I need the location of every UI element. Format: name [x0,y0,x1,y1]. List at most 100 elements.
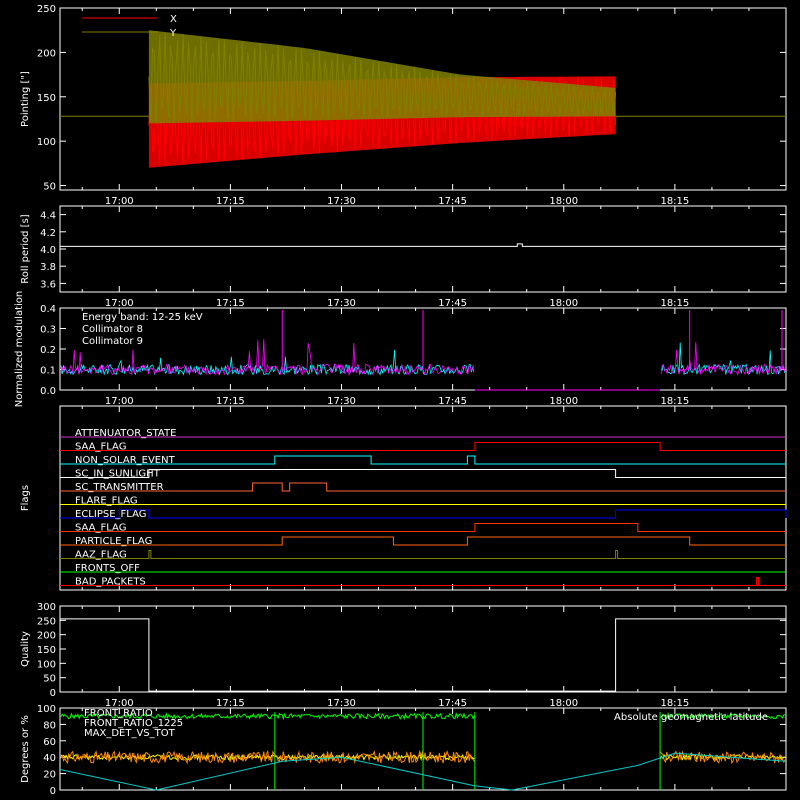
y-tick-label: 0 [50,688,56,699]
y-tick-label: 40 [43,753,56,764]
flag-label-3: SC_IN_SUNLIGHT [75,469,161,480]
x-tick-label: 17:30 [327,298,356,309]
degrees-series-0 [60,711,786,721]
roll-frame [59,205,787,293]
y-tick-label: 0.3 [40,325,56,336]
y-tick-label: 100 [37,659,56,670]
flag-label-9: AAZ_FLAG [75,550,127,561]
y-tick-label: 250 [37,616,56,627]
flag-line-2 [60,455,786,465]
y-tick-label: 50 [43,674,56,685]
y-tick-label: 4.4 [40,211,56,222]
legend-label-X: X [170,14,177,25]
y-tick-label: 0.2 [40,345,56,356]
y-tick-label: 300 [37,602,56,613]
y-tick-label: 50 [43,182,56,193]
flag-line-11 [60,577,786,586]
y-tick-label: 4.0 [40,245,56,256]
modulation-series-1 [60,338,787,377]
flag-label-4: SC_TRANSMITTER [75,482,164,493]
flag-label-0: ATTENUATOR_STATE [75,428,176,439]
flag-label-10: FRONTS_OFF [75,563,140,574]
x-tick-label: 17:45 [438,298,467,309]
pointing-frame [59,7,787,191]
x-tick-label: 18:15 [660,196,689,207]
x-tick-label: 17:00 [105,196,134,207]
y-tick-label: 0.1 [40,366,56,377]
degrees-ylabel: Degrees or % [20,715,31,783]
x-tick-label: 17:45 [438,698,467,709]
flag-line-8 [60,536,786,546]
y-tick-label: 0.4 [40,304,56,315]
quality-ylabel: Quality [20,631,31,667]
degrees-legend-1: FRONT_RATIO_1225 [84,718,183,729]
modulation-legend-1: Collimator 9 [82,336,143,347]
x-tick-label: 18:15 [660,396,689,407]
x-tick-label: 17:30 [327,196,356,207]
y-tick-label: 150 [37,93,56,104]
y-tick-label: 200 [37,631,56,642]
modulation-series-0 [60,342,786,376]
flag-label-7: SAA_FLAG [75,523,126,534]
y-tick-label: 3.6 [40,279,56,290]
y-tick-label: 4.2 [40,228,56,239]
flag-label-1: SAA_FLAG [75,442,126,453]
x-tick-label: 17:30 [327,698,356,709]
flag-line-7 [60,523,786,532]
modulation-legend-0: Collimator 8 [82,324,143,335]
x-tick-label: 17:15 [216,396,245,407]
y-tick-label: 3.8 [40,262,56,273]
y-tick-label: 80 [43,720,56,731]
flag-line-9 [60,550,786,559]
flag-line-3 [60,469,786,478]
roll-ylabel: Roll period [s] [20,214,31,283]
flag-line-1 [60,442,786,451]
y-tick-label: 0.0 [40,386,56,397]
pointing-ylabel: Pointing ["] [20,71,31,127]
y-tick-label: 60 [43,737,56,748]
legend-label-Y: Y [169,28,177,39]
flag-label-11: BAD_PACKETS [75,577,146,588]
flags-frame [59,405,787,591]
x-tick-label: 17:00 [105,298,134,309]
degrees-legend-2: MAX_DET_VS_TOT [84,728,176,739]
x-tick-label: 18:00 [549,396,578,407]
flag-line-6 [60,509,787,519]
geomag-latitude-line [59,752,787,791]
roll-period-line [60,243,786,247]
y-tick-label: 150 [37,645,56,656]
x-tick-label: 18:00 [549,298,578,309]
x-tick-label: 17:30 [327,396,356,407]
x-tick-label: 17:15 [216,298,245,309]
y-tick-label: 200 [37,48,56,59]
degrees-series-2 [60,749,786,765]
y-tick-label: 0 [50,786,56,797]
pointing-series-Y [148,32,617,123]
x-tick-label: 17:15 [216,196,245,207]
flag-label-2: NON_SOLAR_EVENT [75,455,176,466]
x-tick-label: 17:00 [105,396,134,407]
y-tick-label: 250 [37,4,56,15]
flag-label-6: ECLIPSE_FLAG [75,509,146,520]
flag-line-4 [60,482,786,492]
flag-label-8: PARTICLE_FLAG [75,536,152,547]
x-tick-label: 18:15 [660,298,689,309]
x-tick-label: 18:00 [549,196,578,207]
energy-band-annotation: Energy band: 12-25 keV [82,312,203,323]
x-tick-label: 17:45 [438,396,467,407]
y-tick-label: 20 [43,770,56,781]
modulation-ylabel: Normalized modulation [14,291,25,408]
x-tick-label: 17:45 [438,196,467,207]
degrees-legend-0: FRONT_RATIO [84,708,153,719]
y-tick-label: 100 [37,704,56,715]
x-tick-label: 17:00 [105,698,134,709]
quality-line [60,618,786,692]
x-tick-label: 17:15 [216,698,245,709]
flags-ylabel: Flags [20,485,31,511]
x-tick-label: 18:15 [660,698,689,709]
y-tick-label: 100 [37,137,56,148]
flag-label-5: FLARE_FLAG [75,496,138,507]
x-tick-label: 18:00 [549,698,578,709]
